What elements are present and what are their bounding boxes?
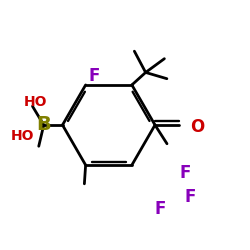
Text: F: F [179,164,191,182]
Text: HO: HO [24,96,47,110]
Text: F: F [89,67,100,85]
Text: O: O [190,118,204,136]
Text: HO: HO [11,129,34,143]
Text: F: F [154,200,166,218]
Text: B: B [36,116,51,134]
Text: F: F [184,188,196,206]
